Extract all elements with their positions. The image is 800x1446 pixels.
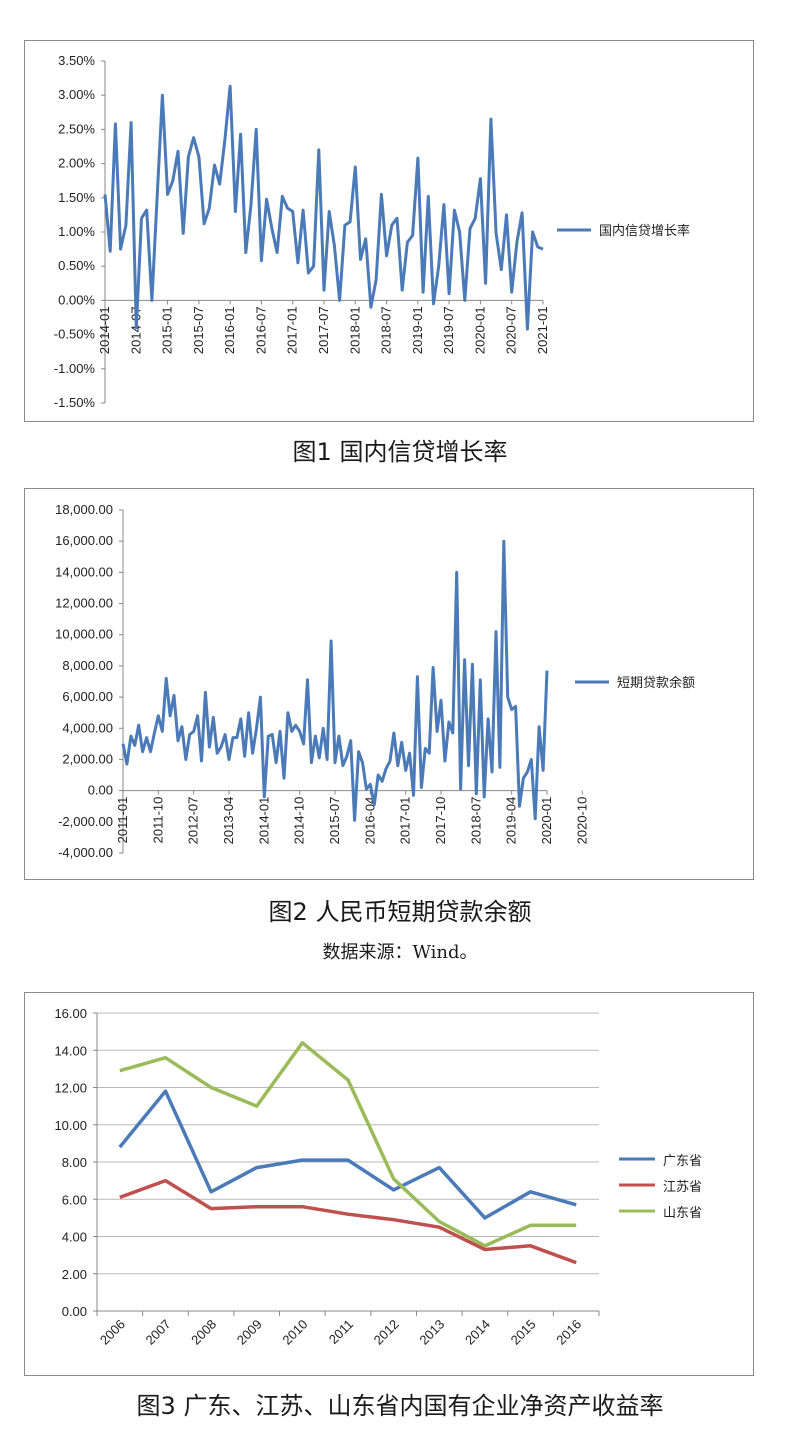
y-tick-label: -4,000.00 bbox=[58, 845, 113, 860]
x-tick-label: 2015 bbox=[508, 1317, 539, 1348]
legend-label: 国内信贷增长率 bbox=[599, 223, 690, 238]
x-tick-label: 2014-07 bbox=[128, 306, 143, 354]
series-line bbox=[121, 539, 549, 822]
y-tick-label: 4,000.00 bbox=[62, 720, 113, 735]
x-tick-label: 2019-07 bbox=[441, 306, 456, 354]
y-tick-label: 1.00% bbox=[58, 224, 95, 239]
x-tick-label: 2018-07 bbox=[379, 306, 394, 354]
series-line bbox=[103, 84, 544, 331]
x-tick-label: 2012 bbox=[371, 1317, 402, 1348]
x-tick-label: 2016-04 bbox=[362, 797, 377, 845]
y-tick-label: 14.00 bbox=[54, 1043, 87, 1058]
x-tick-label: 2006 bbox=[97, 1317, 128, 1348]
x-tick-label: 2009 bbox=[234, 1317, 265, 1348]
x-tick-label: 2013 bbox=[416, 1317, 447, 1348]
x-tick-label: 2020-01 bbox=[472, 306, 487, 354]
y-tick-label: 10.00 bbox=[54, 1118, 87, 1133]
figure-2-caption: 图2 人民币短期贷款余额 bbox=[268, 898, 532, 926]
series-line bbox=[119, 1178, 577, 1265]
y-tick-label: -2,000.00 bbox=[58, 814, 113, 829]
series-line bbox=[119, 1041, 577, 1248]
figure-3-caption: 图3 广东、江苏、山东省内国有企业净资产收益率 bbox=[136, 1392, 664, 1420]
y-tick-label: 4.00 bbox=[62, 1230, 87, 1245]
x-tick-label: 2010 bbox=[279, 1317, 310, 1348]
x-tick-label: 2020-10 bbox=[574, 797, 589, 845]
figure-1-caption: 图1 国内信贷增长率 bbox=[292, 438, 508, 466]
x-tick-label: 2016 bbox=[553, 1317, 584, 1348]
y-tick-label: 8,000.00 bbox=[62, 658, 113, 673]
x-tick-label: 2008 bbox=[188, 1317, 219, 1348]
y-tick-label: 12,000.00 bbox=[55, 596, 113, 611]
y-tick-label: -1.50% bbox=[54, 395, 96, 410]
y-tick-label: 10,000.00 bbox=[55, 627, 113, 642]
y-tick-label: 3.00% bbox=[58, 87, 95, 102]
x-tick-label: 2011-01 bbox=[115, 797, 130, 844]
credit-growth-chart: 3.50% 3.00% 2.50% 2.00% 1.50% 1.00% 0.50% 0.00%… bbox=[54, 53, 690, 410]
x-tick-label: 2016-07 bbox=[253, 306, 268, 354]
y-tick-label: 18,000.00 bbox=[55, 502, 113, 517]
x-tick-label: 2017-01 bbox=[285, 306, 300, 354]
x-tick-label: 2017-01 bbox=[398, 797, 413, 845]
y-tick-label: 6,000.00 bbox=[62, 689, 113, 704]
y-tick-label: 16.00 bbox=[54, 1006, 87, 1021]
y-tick-label: 6.00 bbox=[62, 1192, 87, 1207]
y-tick-label: 12.00 bbox=[54, 1081, 87, 1096]
y-tick-label: 1.50% bbox=[58, 190, 95, 205]
x-tick-label: 2015-07 bbox=[191, 306, 206, 354]
series-line bbox=[118, 1089, 577, 1220]
y-tick-label: -1.00% bbox=[54, 361, 96, 376]
x-tick-label: 2014-01 bbox=[256, 797, 271, 845]
x-tick-label: 2019-01 bbox=[410, 306, 425, 354]
x-tick-label: 2013-04 bbox=[221, 797, 236, 845]
x-tick-label: 2014-01 bbox=[97, 306, 112, 354]
y-tick-label: -0.50% bbox=[54, 327, 96, 342]
x-tick-label: 2007 bbox=[143, 1317, 174, 1348]
y-tick-label: 0.00 bbox=[62, 1304, 87, 1319]
x-tick-label: 2012-07 bbox=[186, 797, 201, 845]
y-tick-label: 2.00% bbox=[58, 156, 95, 171]
y-tick-label: 2,000.00 bbox=[62, 751, 113, 766]
y-tick-label: 0.00 bbox=[88, 783, 113, 798]
y-tick-label: 0.50% bbox=[58, 258, 95, 273]
x-tick-label: 2014 bbox=[462, 1317, 493, 1348]
y-tick-label: 16,000.00 bbox=[55, 533, 113, 548]
y-tick-label: 0.00% bbox=[58, 292, 95, 307]
x-tick-label: 2015-07 bbox=[327, 797, 342, 845]
x-tick-label: 2017-07 bbox=[316, 306, 331, 354]
x-tick-label: 2018-07 bbox=[468, 797, 483, 845]
x-tick-label: 2021-01 bbox=[535, 306, 550, 354]
y-tick-label: 8.00 bbox=[62, 1155, 87, 1170]
roe-chart: 16.00 14.00 12.00 10.00 8.00 6.00 4.00 2.00 0.00… bbox=[54, 1006, 702, 1348]
y-tick-label: 3.50% bbox=[58, 53, 95, 68]
x-tick-label: 2015-01 bbox=[160, 306, 175, 354]
legend-label: 山东省 bbox=[663, 1205, 702, 1220]
short-term-loan-chart: 18,000.00 16,000.00 14,000.00 12,000.00 10,0… bbox=[55, 502, 695, 860]
y-tick-label: 2.00 bbox=[62, 1267, 87, 1282]
chart-1-frame: 3.50% 3.00% 2.50% 2.00% 1.50% 1.00% 0.50% 0.00%… bbox=[24, 40, 754, 422]
data-source-note: 数据来源：Wind。 bbox=[322, 942, 478, 963]
legend-label: 广东省 bbox=[663, 1153, 702, 1168]
x-tick-label: 2014-10 bbox=[292, 797, 307, 845]
x-tick-label: 2019-04 bbox=[504, 797, 519, 845]
x-tick-label: 2011-10 bbox=[150, 797, 165, 844]
x-tick-label: 2011 bbox=[326, 1317, 356, 1347]
chart-3-frame: 16.00 14.00 12.00 10.00 8.00 6.00 4.00 2.00 0.00… bbox=[24, 992, 754, 1376]
x-tick-label: 2018-01 bbox=[347, 306, 362, 354]
chart-2-frame: 18,000.00 16,000.00 14,000.00 12,000.00 10,0… bbox=[24, 488, 754, 880]
legend-label: 短期贷款余额 bbox=[617, 675, 695, 690]
x-tick-label: 2016-01 bbox=[222, 306, 237, 354]
y-tick-label: 2.50% bbox=[58, 121, 95, 136]
x-tick-label: 2020-01 bbox=[539, 797, 554, 845]
x-tick-label: 2020-07 bbox=[504, 306, 519, 354]
y-tick-label: 14,000.00 bbox=[55, 564, 113, 579]
x-tick-label: 2017-10 bbox=[433, 797, 448, 845]
legend-label: 江苏省 bbox=[663, 1179, 702, 1194]
